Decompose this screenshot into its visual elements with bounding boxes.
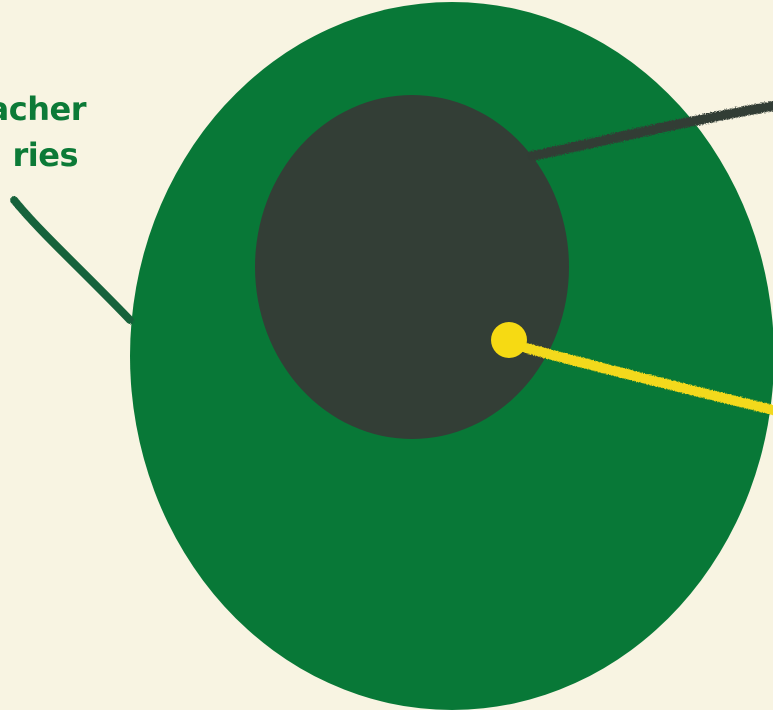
inner-circle <box>255 95 569 439</box>
yellow-dot <box>491 322 527 358</box>
left-label-line-2: ries <box>12 136 79 174</box>
left-label-line-1: acher <box>0 90 87 128</box>
left-connector-line <box>10 196 134 324</box>
left-label: acher ries <box>0 86 87 178</box>
yellow-connector-line <box>510 340 773 415</box>
dark-connector-line <box>527 101 773 161</box>
